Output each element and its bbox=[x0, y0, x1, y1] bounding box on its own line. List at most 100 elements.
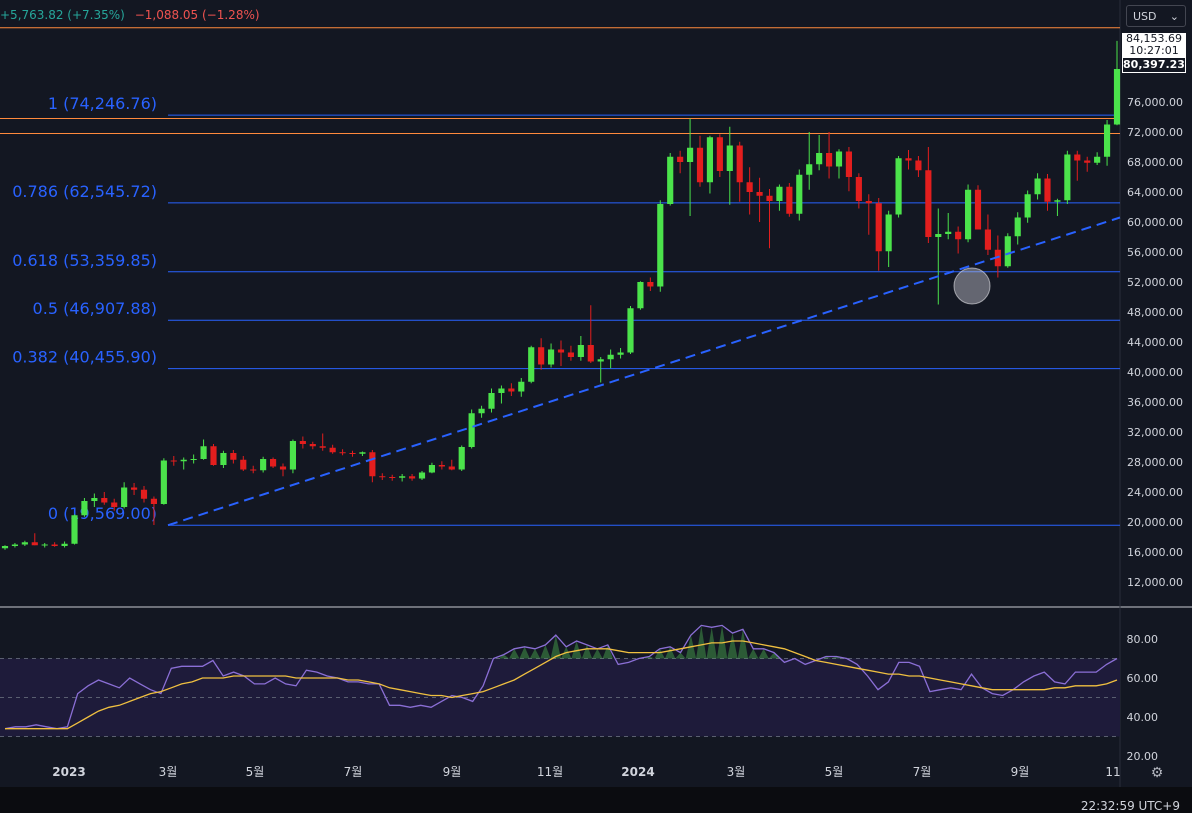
time-axis-tick: 11월 bbox=[537, 765, 563, 779]
candle-body bbox=[935, 234, 942, 237]
high-price-label: 84,153.69 bbox=[1126, 32, 1182, 45]
price-axis-tick: 32,000.00 bbox=[1127, 426, 1183, 439]
candle-body bbox=[736, 145, 743, 183]
rsi-ma-line bbox=[5, 640, 1118, 730]
price-axis-tick: 52,000.00 bbox=[1127, 276, 1183, 289]
candle-body bbox=[677, 156, 684, 162]
candle-body bbox=[359, 452, 366, 454]
candle-body bbox=[160, 460, 167, 504]
candle-body bbox=[428, 465, 436, 473]
candle-body bbox=[776, 186, 783, 201]
candle-body bbox=[319, 446, 326, 448]
candle-body bbox=[925, 170, 932, 237]
candle-body bbox=[399, 476, 406, 478]
candle-body bbox=[657, 204, 664, 287]
candle-body bbox=[1084, 160, 1091, 163]
candle-body bbox=[1, 546, 9, 549]
status-bar bbox=[0, 787, 1192, 813]
candle-body bbox=[498, 388, 505, 393]
price-axis-tick: 72,000.00 bbox=[1127, 126, 1183, 139]
candle-body bbox=[31, 542, 38, 546]
candle-body bbox=[865, 201, 872, 204]
time-axis-tick: 2024 bbox=[621, 765, 654, 779]
price-axis-tick: 68,000.00 bbox=[1127, 156, 1183, 169]
price-axis-tick: 76,000.00 bbox=[1127, 96, 1183, 109]
time-axis-tick: 7월 bbox=[344, 765, 363, 779]
candle-body bbox=[577, 345, 584, 357]
candle-body bbox=[895, 158, 902, 215]
time-axis-tick: 5월 bbox=[246, 765, 265, 779]
candle-body bbox=[190, 459, 197, 460]
time-axis-tick: 9월 bbox=[443, 765, 462, 779]
rsi-axis-tick: 40.00 bbox=[1127, 711, 1159, 724]
candle-body bbox=[518, 381, 525, 392]
candle-body bbox=[230, 453, 237, 460]
candle-body bbox=[438, 465, 445, 467]
candle-body bbox=[250, 469, 257, 471]
candle-body bbox=[478, 408, 485, 414]
clock-text: 22:32:59 UTC+9 bbox=[1080, 799, 1180, 813]
rsi-axis-tick: 80.00 bbox=[1127, 633, 1159, 646]
candle-body bbox=[647, 282, 654, 287]
candle-body bbox=[150, 498, 158, 504]
settings-gear-icon[interactable]: ⚙ bbox=[1150, 765, 1164, 781]
candle-body bbox=[825, 153, 833, 167]
candle-body bbox=[269, 459, 277, 467]
rsi-overbought-fill bbox=[498, 625, 842, 659]
candle-body bbox=[379, 476, 386, 478]
candle-body bbox=[339, 452, 346, 454]
price-axis-tick: 64,000.00 bbox=[1127, 186, 1183, 199]
candle-body bbox=[597, 359, 604, 362]
currency-select[interactable]: USD ⌄ bbox=[1126, 5, 1186, 27]
candle-body bbox=[130, 487, 138, 490]
candle-body bbox=[875, 203, 882, 252]
price-change-readout: +5,763.82 (+7.35%) −1,088.05 (−1.28%) bbox=[0, 8, 260, 22]
price-axis-tick: 12,000.00 bbox=[1127, 576, 1183, 589]
candle-body bbox=[488, 393, 495, 409]
change-down-text: −1,088.05 (−1.28%) bbox=[134, 8, 260, 22]
price-axis-tick: 28,000.00 bbox=[1127, 456, 1183, 469]
candle-body bbox=[1064, 154, 1071, 201]
candle-body bbox=[11, 544, 19, 546]
candle-body bbox=[468, 413, 475, 447]
candle-body bbox=[299, 441, 306, 444]
candle-body bbox=[1024, 194, 1031, 218]
candle-body bbox=[309, 444, 316, 447]
candle-body bbox=[329, 447, 336, 453]
highlight-circle bbox=[953, 267, 991, 305]
candle-body bbox=[1113, 69, 1121, 125]
rsi-axis-tick: 60.00 bbox=[1127, 672, 1159, 685]
candle-body bbox=[260, 459, 267, 471]
candle-body bbox=[686, 147, 694, 162]
candle-body bbox=[617, 352, 624, 355]
candle-body bbox=[696, 147, 704, 183]
time-axis-tick: 7월 bbox=[913, 765, 932, 779]
change-up-text: +5,763.82 (+7.35%) bbox=[0, 8, 125, 22]
candle-body bbox=[706, 137, 714, 183]
candle-body bbox=[458, 447, 465, 470]
fib-level-label: 0.5 (46,907.88) bbox=[33, 299, 157, 318]
trendline bbox=[167, 216, 1121, 527]
candle-body bbox=[51, 544, 58, 546]
candle-body bbox=[408, 476, 416, 479]
candle-body bbox=[220, 453, 227, 465]
candle-body bbox=[528, 347, 535, 382]
candle-body bbox=[746, 182, 753, 192]
candle-body bbox=[557, 349, 565, 353]
candle-body bbox=[240, 459, 247, 470]
candle-body bbox=[974, 189, 982, 230]
candle-body bbox=[279, 466, 287, 470]
candle-body bbox=[369, 452, 376, 477]
candle-body bbox=[716, 137, 723, 171]
price-axis-tick: 16,000.00 bbox=[1127, 546, 1183, 559]
candle-body bbox=[140, 489, 148, 499]
candle-body bbox=[766, 195, 773, 201]
price-axis-tick: 60,000.00 bbox=[1127, 216, 1183, 229]
time-axis-tick: 5월 bbox=[825, 765, 844, 779]
candle-body bbox=[1054, 200, 1061, 202]
candle-body bbox=[984, 229, 992, 250]
candle-body bbox=[885, 214, 892, 252]
chart-canvas[interactable]: 1 (74,246.76) 0.786 (62,545.72) 0.618 (53,… bbox=[0, 0, 1192, 787]
countdown-label: 10:27:01 bbox=[1129, 44, 1179, 57]
